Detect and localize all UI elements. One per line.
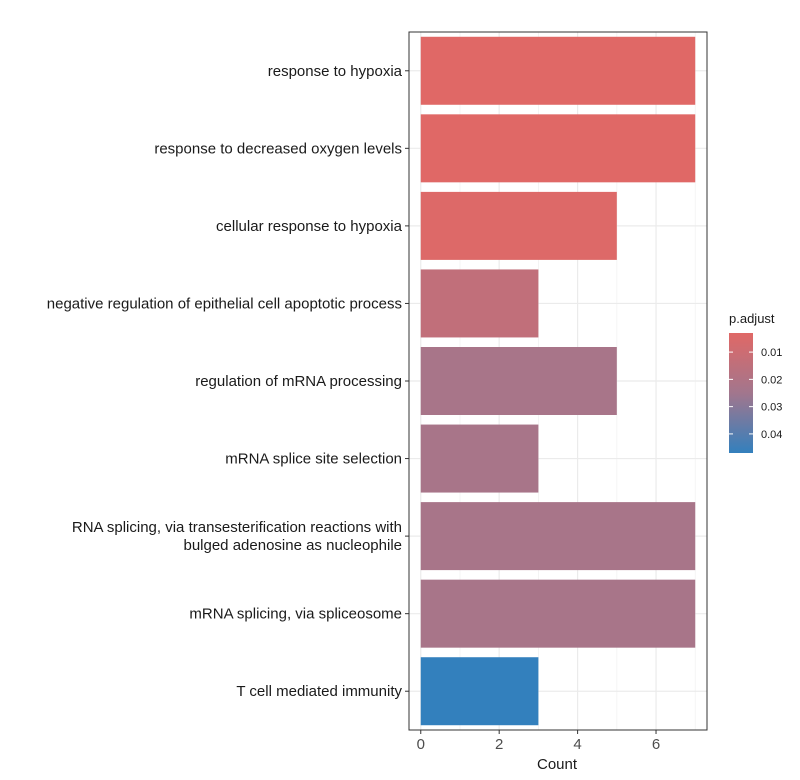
x-tick-label: 6 <box>652 736 660 753</box>
category-label-line: cellular response to hypoxia <box>216 218 403 235</box>
bar <box>420 424 539 493</box>
category-label: cellular response to hypoxia <box>216 218 403 235</box>
category-label-line: T cell mediated immunity <box>236 683 402 700</box>
category-label-line: response to hypoxia <box>268 63 403 80</box>
category-label-line: response to decreased oxygen levels <box>154 140 402 157</box>
x-tick-label: 2 <box>495 736 503 753</box>
bar <box>420 502 696 571</box>
bar <box>420 269 539 338</box>
category-label-line: RNA splicing, via transesterification re… <box>72 519 402 536</box>
bar <box>420 657 539 726</box>
category-label: mRNA splicing, via spliceosome <box>189 606 402 623</box>
category-label: regulation of mRNA processing <box>195 373 402 390</box>
category-label: response to decreased oxygen levels <box>154 140 402 157</box>
legend-tick-label: 0.03 <box>761 402 782 414</box>
category-label-line: mRNA splice site selection <box>225 451 402 468</box>
category-label: negative regulation of epithelial cell a… <box>47 295 402 312</box>
bar <box>420 579 696 648</box>
category-label: mRNA splice site selection <box>225 451 402 468</box>
bar <box>420 36 696 105</box>
panel-border <box>408 31 708 731</box>
legend-tick-label: 0.01 <box>761 347 782 359</box>
bar <box>420 347 617 415</box>
bar <box>420 114 696 183</box>
legend-title: p.adjust <box>729 311 775 326</box>
category-label-line: mRNA splicing, via spliceosome <box>189 606 402 623</box>
bar <box>420 191 617 260</box>
x-axis-title: Count <box>537 756 578 773</box>
plot-area: response to hypoxia response to decreased… <box>47 31 708 753</box>
category-label-line: negative regulation of epithelial cell a… <box>47 295 402 312</box>
category-label: response to hypoxia <box>268 63 403 80</box>
x-tick-label: 4 <box>573 736 581 753</box>
category-label-line: regulation of mRNA processing <box>195 373 402 390</box>
legend-tick-label: 0.04 <box>761 429 782 441</box>
legend: p.adjust 0.01 0.02 0.03 0.04 <box>729 311 782 453</box>
category-label: RNA splicing, via transesterification re… <box>72 519 402 554</box>
legend-colorbar <box>729 333 753 453</box>
x-tick-label: 0 <box>417 736 425 753</box>
category-label: T cell mediated immunity <box>236 683 402 700</box>
category-label-line: bulged adenosine as nucleophile <box>183 537 402 554</box>
legend-tick-label: 0.02 <box>761 374 782 386</box>
